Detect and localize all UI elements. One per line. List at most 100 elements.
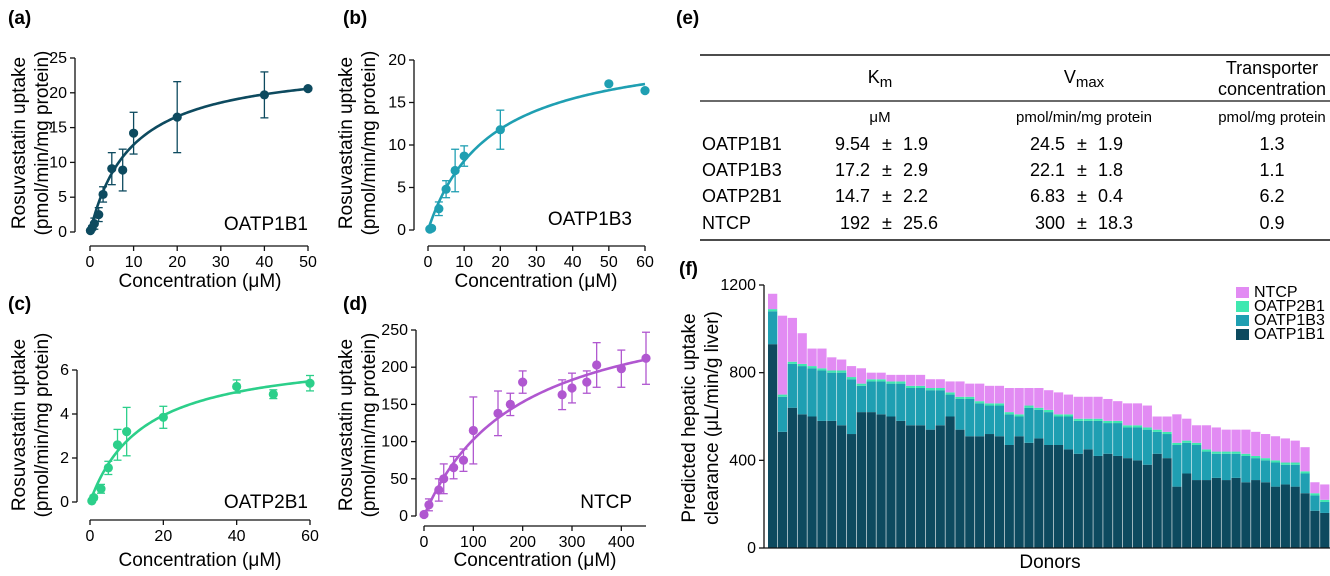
panel-b-ylabel-2: (pmol/min/mg protein) (359, 51, 380, 236)
bar-segment (866, 381, 876, 413)
legend-label: OATP1B1 (1254, 326, 1325, 343)
bar-segment (1142, 427, 1152, 430)
panel-d-ylabel-1: Rosuvastatin uptake (336, 339, 357, 511)
bar-segment (1063, 449, 1074, 549)
bar-segment (1211, 427, 1221, 452)
data-point (493, 408, 503, 418)
bar-segment (1053, 444, 1064, 548)
bar-segment (1260, 460, 1271, 483)
bar-segment (1103, 453, 1113, 548)
bar-segment (1034, 388, 1044, 408)
bar-segment (827, 420, 837, 548)
bar-segment (925, 388, 936, 391)
bar-segment (1231, 477, 1241, 548)
bar-segment (945, 392, 955, 395)
bar-segment (1053, 414, 1064, 417)
bar-segment (1093, 455, 1103, 548)
data-point (94, 210, 104, 220)
data-point (449, 463, 459, 473)
bar-segment (866, 379, 876, 382)
bar-segment (886, 383, 896, 417)
bar-segment (866, 412, 876, 548)
panel-f-ylabel-1: Predicted hepatic uptake (679, 313, 700, 522)
bar-segment (1241, 453, 1251, 456)
fit-curve (422, 358, 647, 517)
bar-segment (1260, 434, 1271, 459)
x-tick-label: 10 (455, 254, 473, 271)
bar-segment (975, 436, 985, 548)
panel-f-letter: (f) (679, 259, 698, 280)
bar-segment (1280, 438, 1290, 463)
bar-segment (994, 405, 1005, 437)
bar-segment (807, 348, 817, 367)
table-km-pm: ± (882, 134, 892, 154)
fit-curve (88, 380, 311, 503)
bar-segment (1211, 477, 1221, 548)
panel-b-inset-label: OATP1B3 (548, 209, 632, 230)
bar-segment (1152, 416, 1162, 430)
table-header-vmax: Vmax (1064, 67, 1105, 91)
bar-segment (1103, 398, 1113, 421)
panel-f-plot: 0 400 800 1200 Donors Predicted hepatic uptak… (679, 277, 1330, 573)
bar-segment (856, 383, 866, 386)
bar-segment (915, 374, 926, 386)
bar-segment (1231, 453, 1241, 478)
table-vmax-value: 24.5 (1030, 134, 1065, 154)
bar-segment (1073, 396, 1083, 419)
bar-segment (1044, 390, 1054, 410)
y-tick-label: 2 (60, 450, 69, 467)
bar-segment (1221, 451, 1231, 454)
bar-segment (1073, 420, 1083, 454)
panel-b-ylabel-1: Rosuvastatin uptake (336, 57, 357, 229)
data-point (441, 184, 451, 194)
bar-segment (1034, 438, 1044, 548)
bar-segment (1270, 460, 1281, 463)
data-point (604, 79, 614, 89)
bar-segment (876, 372, 886, 380)
bar-segment (1290, 464, 1300, 487)
bar-segment (1162, 416, 1172, 432)
bar-segment (837, 370, 847, 373)
bar-segment (896, 420, 906, 548)
bar-segment (876, 379, 886, 382)
bar-segment (1241, 455, 1251, 483)
bar-segment (1024, 442, 1034, 548)
bar-segment (935, 379, 945, 389)
bar-segment (945, 381, 955, 393)
bar-segment (1162, 458, 1172, 548)
bar-segment (1004, 412, 1014, 415)
bar-segment (1290, 486, 1300, 548)
bar-segment (777, 396, 788, 432)
bar-segment (846, 377, 857, 380)
bar-segment (1122, 403, 1133, 426)
table-km-value: 9.54 (835, 134, 870, 154)
x-tick-label: 300 (559, 534, 586, 551)
bar-segment (1063, 394, 1074, 415)
bar-segment (1034, 407, 1044, 410)
bar-segment (797, 363, 807, 367)
bar-segment (965, 436, 975, 548)
bar-segment (768, 293, 778, 310)
bar-segment (955, 381, 965, 397)
bar-segment (1053, 392, 1064, 415)
bar-segment (955, 396, 965, 399)
x-tick-label: 20 (491, 254, 509, 271)
bar-segment (837, 372, 847, 426)
panel-c-xlabel: Concentration (μM) (118, 550, 281, 571)
y-tick-label: 0 (58, 224, 67, 241)
table-header-km: Km (868, 67, 893, 91)
bar-segment (1320, 512, 1330, 548)
y-tick-label: 50 (390, 471, 408, 488)
bar-segment (1113, 423, 1123, 456)
x-tick-label: 50 (299, 254, 317, 271)
bar-segment (896, 383, 906, 421)
y-tick-label: 4 (60, 406, 69, 423)
data-point (118, 165, 128, 175)
bar-segment (906, 425, 916, 548)
table-vmax-pm: ± (1077, 160, 1087, 180)
panel-d-xlabel: Concentration (μM) (453, 550, 616, 571)
bar-segment (1241, 429, 1251, 454)
table-vmax-pm: ± (1077, 134, 1087, 154)
bar-segment (1182, 473, 1192, 548)
data-point (303, 84, 313, 94)
